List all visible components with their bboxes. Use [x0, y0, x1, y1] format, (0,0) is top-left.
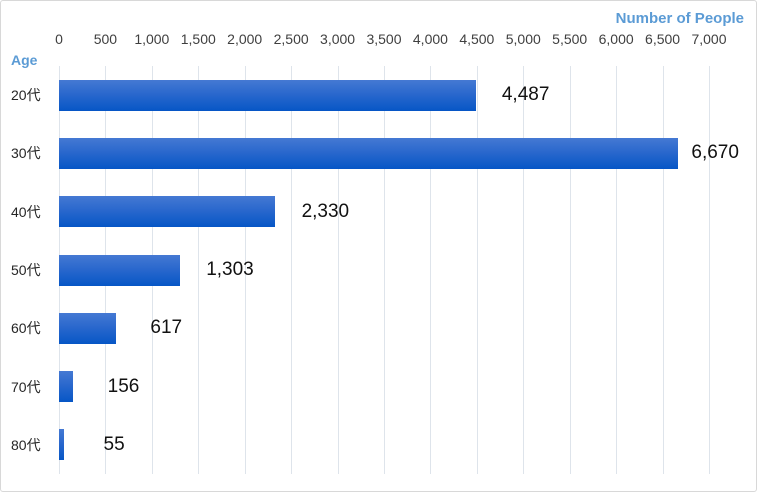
x-tick-label: 6,500	[645, 31, 681, 47]
x-tick-label: 500	[93, 31, 118, 47]
x-tick-label: 1,500	[180, 31, 216, 47]
gridline	[244, 66, 246, 474]
bar	[59, 137, 679, 169]
x-tick-label: 1,000	[134, 31, 170, 47]
category-label: 50代	[11, 262, 41, 278]
gridline	[337, 66, 339, 474]
x-tick-label: 3,000	[320, 31, 356, 47]
value-label: 55	[103, 433, 125, 455]
value-label: 617	[150, 317, 183, 339]
gridline	[662, 66, 664, 474]
category-label: 30代	[11, 145, 41, 162]
bar	[59, 254, 180, 286]
x-tick-label: 3,500	[366, 31, 402, 47]
gridline	[523, 66, 525, 474]
category-label: 60代	[11, 320, 41, 337]
plot-area: 20代 4,487 30代 6,670 40代 2,330 50代 1,303 60代 617 70…	[1, 66, 756, 474]
bar	[59, 79, 476, 111]
bar	[59, 371, 74, 403]
gridline	[291, 66, 293, 474]
x-tick-label: 6,000	[598, 31, 634, 47]
x-tick-label: 4,500	[459, 31, 495, 47]
gridline	[384, 66, 385, 474]
x-tick-label: 2,500	[273, 31, 309, 47]
value-label: 1,303	[206, 259, 254, 280]
value-label: 156	[107, 375, 140, 397]
category-label: 70代	[11, 378, 41, 395]
gridline	[476, 66, 478, 474]
bar	[59, 429, 65, 461]
y-axis-title: Age	[11, 52, 38, 68]
category-label: 40代	[11, 203, 41, 220]
category-label: 80代	[11, 436, 41, 453]
bar	[59, 312, 117, 344]
gridline	[569, 66, 571, 474]
value-label: 6,670	[691, 142, 739, 164]
gridline	[430, 66, 432, 474]
gridline	[709, 66, 710, 474]
x-tick-label: 7,000	[691, 31, 727, 47]
bar	[59, 196, 276, 228]
x-tick-label: 4,000	[412, 31, 448, 47]
x-tick-label: 0	[55, 31, 63, 47]
x-tick-label: 5,500	[552, 31, 588, 47]
gridline	[198, 66, 200, 474]
x-tick-label: 2,000	[227, 31, 263, 47]
value-label: 4,487	[501, 84, 550, 106]
x-tick-label: 5,000	[505, 31, 541, 47]
gridline	[616, 66, 618, 474]
value-label: 2,330	[301, 200, 350, 222]
category-label: 20代	[11, 87, 41, 104]
x-axis-title: Number of People	[615, 10, 744, 27]
